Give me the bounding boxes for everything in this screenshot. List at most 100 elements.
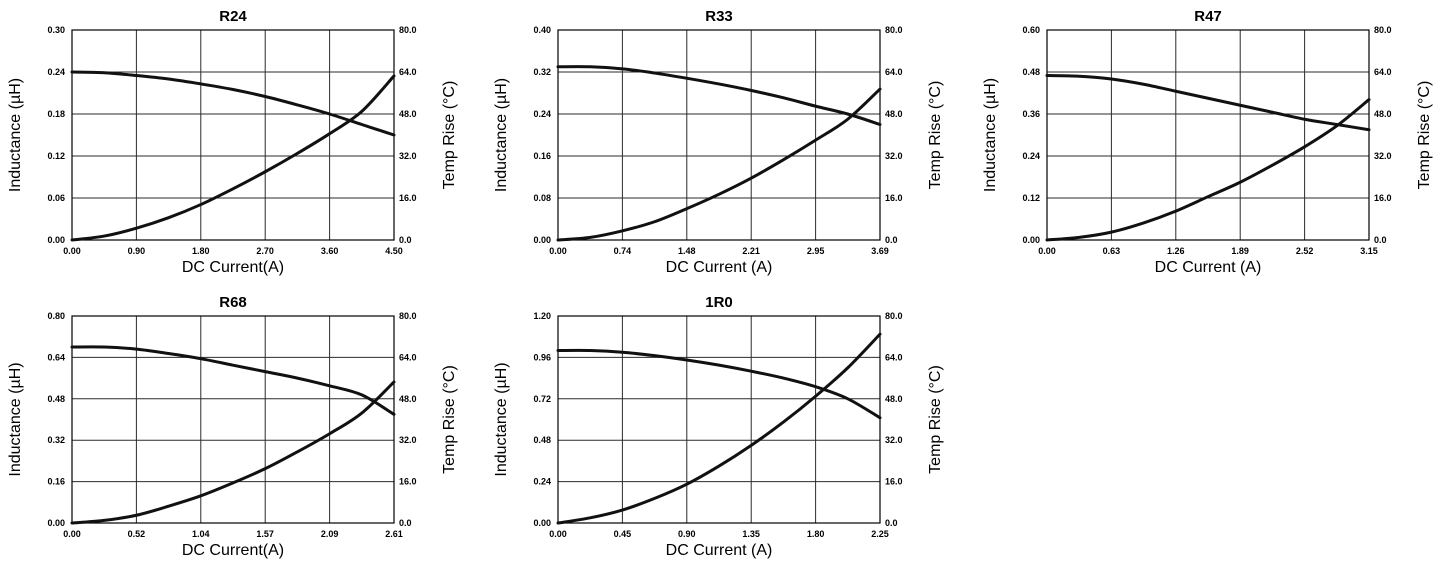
- x-tick-label: 1.80: [192, 246, 210, 256]
- y-tick-label: 0.00: [47, 235, 65, 245]
- y-tick-label: 0.06: [47, 193, 65, 203]
- y2-tick-label: 0.0: [885, 518, 898, 528]
- y-tick-label: 0.00: [533, 518, 551, 528]
- temp-rise-curve: [1045, 98, 1371, 242]
- y-tick-label: 0.72: [533, 394, 551, 404]
- y-tick-label: 0.12: [47, 151, 65, 161]
- x-tick-label: 3.60: [321, 246, 339, 256]
- y2-tick-label: 64.0: [885, 67, 903, 77]
- x-axis-label: DC Current (A): [666, 542, 773, 559]
- y-tick-label: 0.40: [533, 25, 551, 35]
- inductance-curve: [70, 70, 396, 137]
- y2-tick-label: 32.0: [1374, 151, 1392, 161]
- inductance-curve: [556, 65, 882, 126]
- x-tick-label: 2.70: [256, 246, 274, 256]
- x-axis-label: DC Current (A): [666, 259, 773, 276]
- chart-1r0: 0.00 0.45 0.90 1.35 1.80 2.25 0.00 0.24 0.48 0.72…: [493, 294, 944, 559]
- y-tick-label: 0.48: [533, 435, 551, 445]
- x-tick-label: 3.69: [871, 246, 889, 256]
- x-tick-label: 1.26: [1167, 246, 1185, 256]
- y2-tick-label: 16.0: [885, 477, 903, 487]
- x-tick-label: 1.57: [256, 529, 274, 539]
- y2-tick-label: 80.0: [885, 25, 903, 35]
- y-tick-label: 0.24: [47, 67, 65, 77]
- y2-tick-label: 64.0: [399, 352, 417, 362]
- inductance-curve: [1045, 74, 1371, 132]
- x-tick-label: 1.04: [192, 529, 210, 539]
- y2-tick-label: 16.0: [885, 193, 903, 203]
- y-axis-label: Inductance (µH): [493, 362, 510, 476]
- x-axis-label: DC Current(A): [182, 542, 284, 559]
- y-tick-label: 0.60: [1022, 25, 1040, 35]
- y2-tick-label: 0.0: [399, 518, 412, 528]
- y2-tick-label: 64.0: [885, 352, 903, 362]
- temp-rise-curve: [556, 87, 882, 242]
- x-tick-label: 0.74: [614, 246, 632, 256]
- y2-tick-label: 0.0: [885, 235, 898, 245]
- y-tick-label: 0.12: [1022, 193, 1040, 203]
- chart-title: R33: [705, 8, 733, 25]
- y-axis-label: Inductance (µH): [7, 362, 24, 476]
- x-tick-label: 4.50: [385, 246, 403, 256]
- x-tick-label: 0.00: [549, 246, 567, 256]
- y2-tick-label: 32.0: [399, 151, 417, 161]
- x-tick-label: 0.90: [128, 246, 146, 256]
- plot-frame: [71, 315, 395, 524]
- y2-tick-label: 48.0: [399, 109, 417, 119]
- plot-frame: [557, 315, 881, 524]
- temp-rise-curve: [556, 332, 882, 525]
- y-tick-label: 0.00: [1022, 235, 1040, 245]
- inductance-curve: [70, 345, 396, 416]
- y2-tick-label: 48.0: [885, 109, 903, 119]
- x-tick-label: 2.61: [385, 529, 403, 539]
- chart-r47: 0.00 0.63 1.26 1.89 2.52 3.15 0.00 0.12 0.24 0.36…: [982, 8, 1433, 276]
- plot-frame: [1046, 29, 1370, 241]
- y-axis-label: Inductance (µH): [7, 78, 24, 192]
- y2-tick-label: 80.0: [1374, 25, 1392, 35]
- x-tick-label: 1.80: [807, 529, 825, 539]
- y-tick-label: 1.20: [533, 311, 551, 321]
- y2-tick-label: 32.0: [399, 435, 417, 445]
- y2-tick-label: 80.0: [399, 311, 417, 321]
- temp-rise-curve: [70, 74, 396, 242]
- x-tick-label: 0.00: [63, 246, 81, 256]
- x-tick-label: 1.89: [1231, 246, 1249, 256]
- y-tick-label: 0.00: [47, 518, 65, 528]
- chart-r68: 0.00 0.52 1.04 1.57 2.09 2.61 0.00 0.16 0.32 0.48…: [7, 294, 458, 559]
- temp-rise-curve: [70, 380, 396, 525]
- y2-tick-label: 80.0: [399, 25, 417, 35]
- y2-tick-label: 48.0: [885, 394, 903, 404]
- x-tick-label: 0.00: [549, 529, 567, 539]
- chart-title: R68: [219, 294, 247, 311]
- y2-tick-label: 0.0: [399, 235, 412, 245]
- x-tick-label: 1.35: [742, 529, 760, 539]
- x-tick-label: 2.95: [807, 246, 825, 256]
- y-tick-label: 0.00: [533, 235, 551, 245]
- y-tick-label: 0.16: [533, 151, 551, 161]
- chart-r24: 0.00 0.90 1.80 2.70 3.60 4.50 0.00 0.06 0.12 0.18…: [7, 8, 458, 276]
- y2-tick-label: 16.0: [399, 193, 417, 203]
- y2-tick-label: 48.0: [399, 394, 417, 404]
- x-tick-label: 0.00: [63, 529, 81, 539]
- y-tick-label: 0.32: [47, 435, 65, 445]
- x-tick-label: 2.25: [871, 529, 889, 539]
- chart-r33: 0.00 0.74 1.48 2.21 2.95 3.69 0.00 0.08 0.16 0.24…: [493, 8, 944, 276]
- y-tick-label: 0.32: [533, 67, 551, 77]
- x-tick-label: 3.15: [1360, 246, 1378, 256]
- y2-axis-label: Temp Rise (°C): [1416, 81, 1433, 190]
- y2-tick-label: 16.0: [1374, 193, 1392, 203]
- x-tick-label: 0.45: [614, 529, 632, 539]
- y2-tick-label: 48.0: [1374, 109, 1392, 119]
- y2-tick-label: 16.0: [399, 477, 417, 487]
- x-tick-label: 0.52: [128, 529, 146, 539]
- x-tick-label: 2.21: [742, 246, 760, 256]
- y-tick-label: 0.18: [47, 109, 65, 119]
- x-tick-label: 2.09: [321, 529, 339, 539]
- y-axis-label: Inductance (µH): [982, 78, 999, 192]
- y-tick-label: 0.08: [533, 193, 551, 203]
- plot-frame: [557, 29, 881, 241]
- y-tick-label: 0.30: [47, 25, 65, 35]
- y2-tick-label: 80.0: [885, 311, 903, 321]
- y-tick-label: 0.24: [1022, 151, 1040, 161]
